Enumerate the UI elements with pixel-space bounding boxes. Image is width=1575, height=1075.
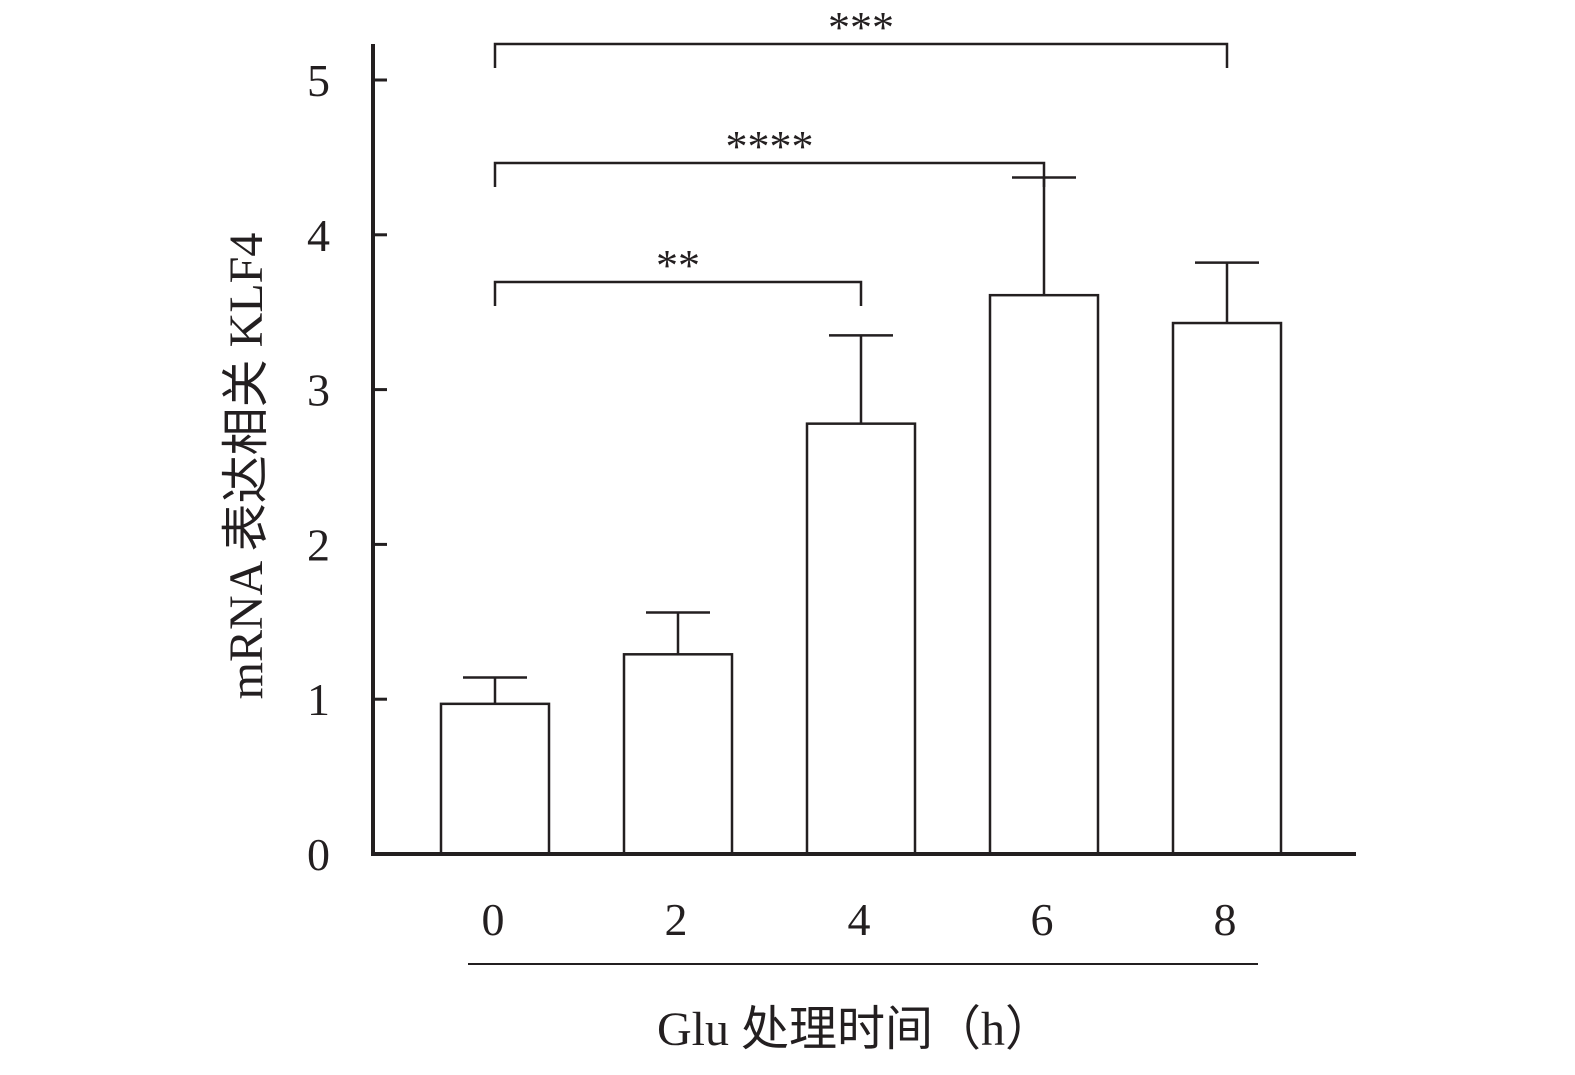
y-tick-label-0: 0 (307, 829, 330, 880)
y-tick-label-5: 5 (307, 55, 330, 106)
x-tick-label-6: 6 (1031, 894, 1054, 945)
significance-bracket-0-4 (493, 280, 863, 306)
significance-bracket-0-8 (493, 42, 1229, 68)
significance-label-0-4: ** (656, 241, 700, 290)
bar-6 (988, 293, 1100, 856)
error-bars-group (463, 176, 1259, 704)
y-tick-label-3: 3 (307, 365, 330, 416)
x-tick-label-0: 0 (482, 894, 505, 945)
significance-label-0-6: **** (726, 122, 814, 171)
y-tick-label-2: 2 (307, 519, 330, 570)
y-tick-label-1: 1 (307, 674, 330, 725)
significance-label-0-8: *** (828, 3, 894, 52)
y-axis-title: mRNA 表达相关 KLF4 (220, 233, 273, 700)
x-tick-label-2: 2 (665, 894, 688, 945)
y-tick-label-4: 4 (307, 210, 330, 261)
x-axis-title: Glu 处理时间（h） (657, 1003, 1053, 1056)
axes-group (371, 44, 1356, 965)
x-ticks-group: 0 2 4 6 8 (482, 894, 1237, 945)
bar-0 (439, 702, 551, 856)
bar-8 (1171, 321, 1283, 856)
significance-bracket-0-6 (493, 161, 1046, 187)
x-tick-label-4: 4 (848, 894, 871, 945)
x-tick-label-8: 8 (1214, 894, 1237, 945)
y-ticks-group: 0 1 2 3 4 5 (307, 55, 387, 880)
bar-4 (805, 422, 917, 856)
bar-2 (622, 653, 734, 856)
significance-group: ********* (493, 3, 1229, 306)
